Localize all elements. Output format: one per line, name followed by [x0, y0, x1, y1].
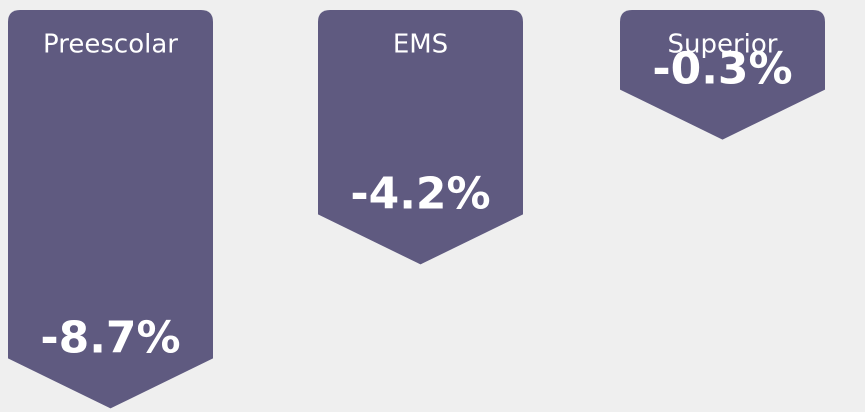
chart: Preescolar-8.7%EMS-4.2%Superior-0.3% [0, 0, 865, 412]
page: Preescolar-8.7%EMS-4.2%Superior-0.3% (()… [0, 0, 865, 412]
category-label: Preescolar [43, 30, 178, 60]
value-label: -0.3% [652, 44, 792, 95]
value-label: -8.7% [40, 312, 180, 363]
value-label: -4.2% [350, 168, 490, 219]
category-label: EMS [393, 30, 448, 60]
